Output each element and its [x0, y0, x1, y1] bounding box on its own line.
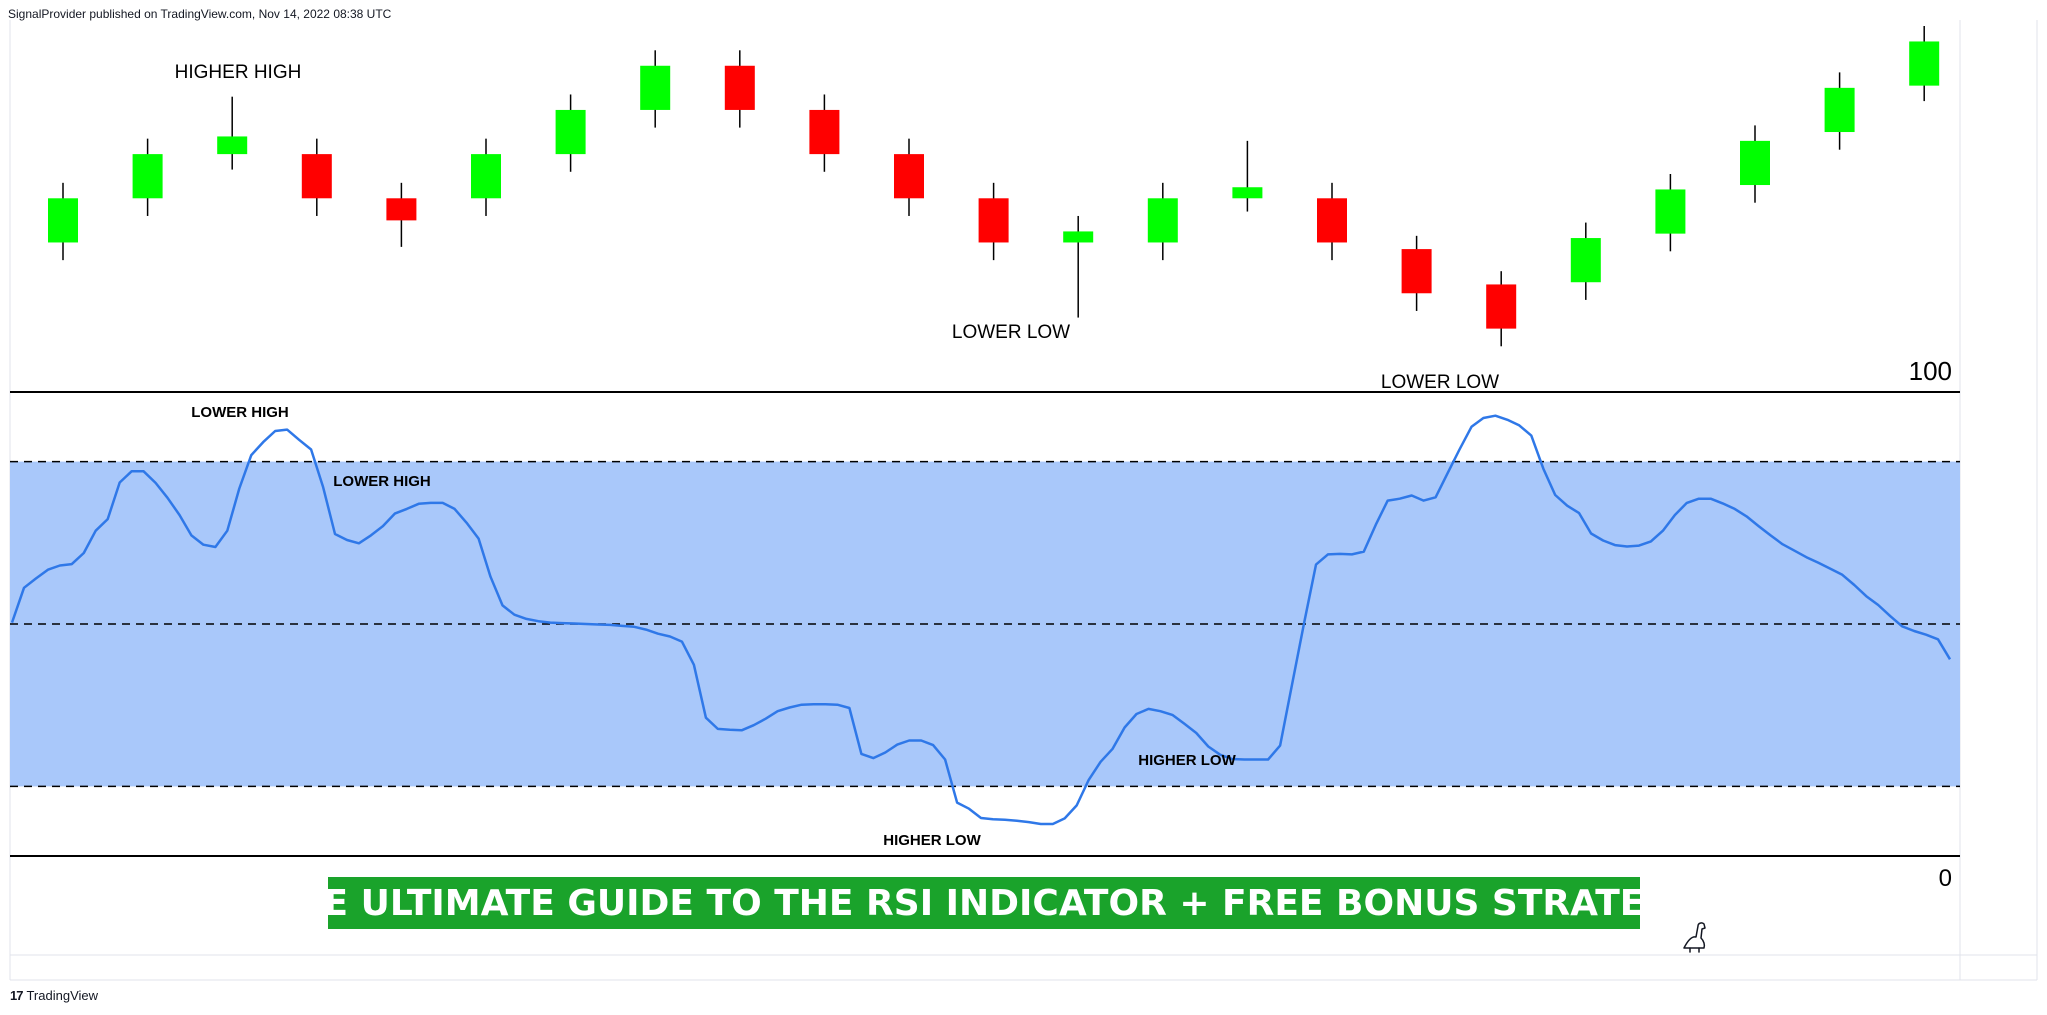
candle-up	[1063, 231, 1094, 243]
annotation-higher-low-1: HIGHER LOW	[1138, 752, 1236, 769]
candle-up	[48, 198, 78, 243]
candle-up	[217, 136, 248, 155]
candle-down	[809, 109, 840, 155]
annotation-lower-low-rsi-top: LOWER LOW	[1381, 372, 1499, 393]
candle-down	[1486, 284, 1517, 329]
annotation-higher-high: HIGHER HIGH	[175, 62, 302, 83]
candle-up	[1232, 187, 1263, 199]
candle-up	[471, 154, 501, 199]
candlestick-series	[48, 26, 1940, 347]
annotation-lower-high-1: LOWER HIGH	[191, 404, 289, 421]
banner-title: THE ULTIMATE GUIDE TO THE RSI INDICATOR …	[269, 883, 1700, 924]
candle-up	[1909, 41, 1940, 86]
candle-up	[132, 154, 163, 199]
tradingview-logo-icon: 17	[10, 988, 24, 1003]
candle-down	[301, 154, 332, 199]
candle-up	[1740, 140, 1770, 186]
annotation-lower-high-2: LOWER HIGH	[333, 473, 431, 490]
candle-down	[1317, 198, 1347, 243]
annotation-higher-low-2: HIGHER LOW	[883, 832, 981, 849]
candle-down	[894, 154, 924, 199]
candle-down	[978, 198, 1009, 243]
candle-up	[1570, 238, 1601, 283]
candle-up	[640, 65, 671, 110]
rsi-pane: 100 0	[10, 356, 1960, 892]
rsi-line	[10, 414, 1952, 826]
rsi-y-tick-top: 100	[1909, 356, 1952, 386]
tradingview-brand[interactable]: 17 TradingView	[10, 988, 98, 1003]
dinosaur-icon	[1683, 922, 1706, 953]
candle-up	[1655, 189, 1686, 234]
annotation-lower-low-price: LOWER LOW	[952, 322, 1070, 343]
tradingview-label: TradingView	[26, 988, 99, 1003]
candle-down	[386, 198, 417, 221]
candle-up	[1824, 87, 1855, 133]
candle-down	[1401, 249, 1432, 294]
candle-up	[1147, 198, 1178, 243]
rsi-y-tick-bottom: 0	[1939, 865, 1952, 892]
candle-down	[724, 65, 755, 110]
candle-up	[555, 109, 586, 155]
published-info: SignalProvider published on TradingView.…	[8, 7, 392, 21]
title-banner	[328, 877, 1640, 929]
